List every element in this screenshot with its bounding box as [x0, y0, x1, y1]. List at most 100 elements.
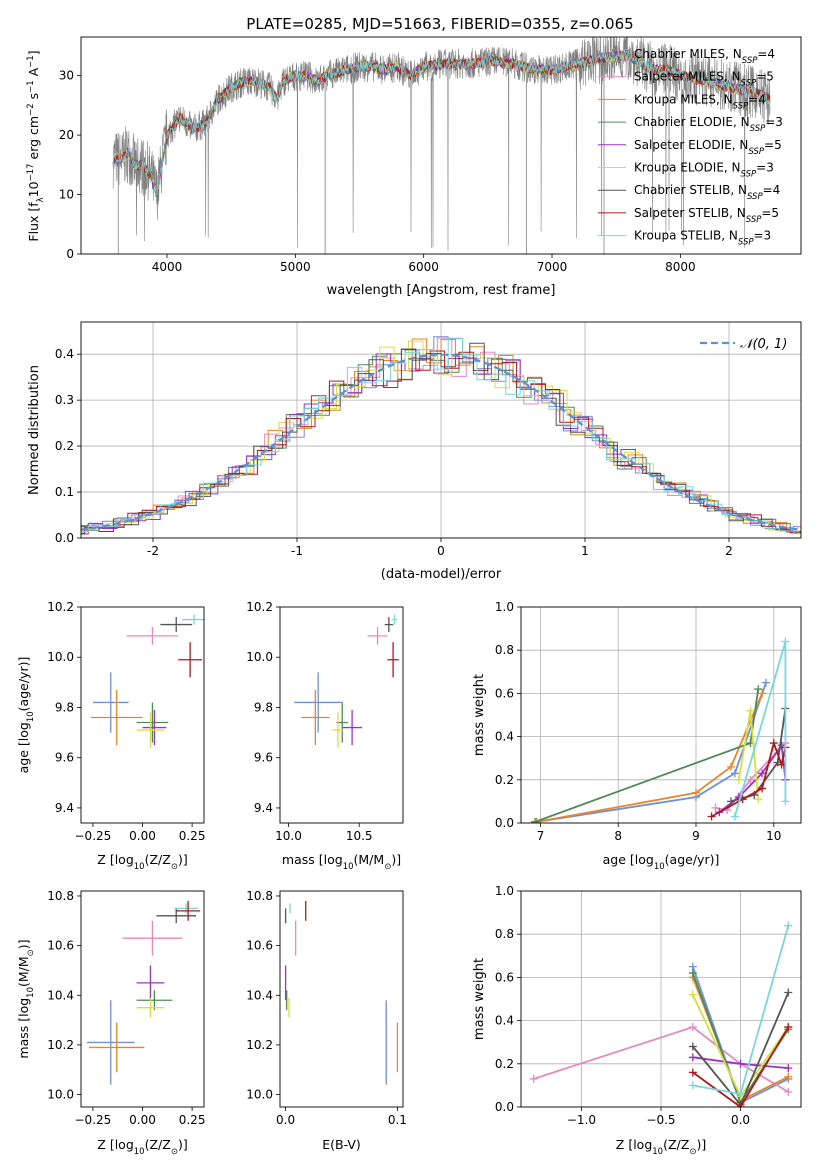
errorbar-point-kroupa-stelib: [174, 903, 199, 914]
legend-label-sub: SSP: [741, 79, 757, 89]
y-tick-label: 9.6: [55, 751, 74, 765]
x-tick-label: 0: [437, 544, 445, 558]
errorbar-point-chabrier-elodie: [136, 702, 169, 743]
errorbar-point-chabrier-miles: [86, 1000, 135, 1085]
y-axis-label: Normed distribution: [27, 365, 42, 495]
legend-label-tail: =4: [763, 183, 781, 197]
legend-label: Salpeter ELODIE, NSSP=5: [634, 138, 782, 157]
legend-label-sub: SSP: [738, 238, 754, 248]
y-tick-label: 0.0: [495, 1100, 514, 1114]
x-axis-label-part: 10: [134, 862, 145, 872]
series-marker: [777, 760, 786, 769]
series-marker: [746, 706, 755, 715]
axes-frame: [80, 606, 205, 824]
y-tick-label: 0.2: [495, 1057, 514, 1071]
plot-area-mass_weight_vs_Z: [521, 891, 801, 1107]
series-marker: [688, 1023, 697, 1032]
x-axis-label: Z [log10(Z/Z⊙)]: [97, 852, 187, 872]
legend-label-sub: SSP: [742, 56, 758, 66]
axes-frame: [520, 606, 802, 824]
series-marker: [758, 689, 767, 698]
x-axis-label-part: 10: [343, 862, 354, 872]
x-tick-label: 0.25: [179, 1113, 206, 1127]
errorbar-point-salpeter-elodie: [142, 709, 167, 746]
plot-area-age_vs_mass: [294, 614, 399, 748]
y-axis-label-part: age [log: [16, 722, 31, 773]
x-tick-label: −0.25: [75, 829, 112, 843]
errorbar-point-chabrier-elodie: [136, 990, 173, 1011]
x-axis-label: Z [log10(Z/Z⊙)]: [97, 1137, 187, 1157]
x-tick-label: -2: [147, 544, 159, 558]
errorbar-point-kroupa-stelib: [391, 614, 398, 625]
series-marker: [784, 988, 793, 997]
y-tick-label: 10.8: [246, 889, 273, 903]
y-axis-label: Flux [fλ10−17 erg cm−2 s−1 A−1]: [26, 50, 46, 241]
legend-label-tail: =5: [756, 70, 774, 84]
series-marker: [762, 678, 770, 687]
plot-area-mass_vs_Z: [86, 900, 201, 1085]
series-marker: [688, 990, 697, 999]
axes-age_vs_Z: −0.25 0.00 0.259.49.69.810.010.2Z [log10(Z…: [16, 600, 205, 872]
y-tick-label: 0.2: [495, 773, 514, 787]
errorbar-point-salpeter-miles: [126, 627, 179, 645]
series-marker: [730, 769, 739, 778]
x-axis-label-part: mass [log: [282, 852, 343, 867]
y-axis-label-part: Flux [f: [26, 202, 41, 242]
series-marker: [781, 797, 790, 806]
x-axis-label-part: Z [log: [97, 1137, 133, 1152]
x-tick-label: 7: [537, 829, 545, 843]
series-marker: [784, 921, 793, 930]
y-tick-label: 0.4: [495, 730, 514, 744]
x-axis-label-part: ⊙: [689, 1147, 696, 1157]
y-tick-label: 10.0: [47, 1088, 74, 1102]
x-axis-label-part: Z [log: [616, 1137, 652, 1152]
series-marker: [531, 817, 539, 823]
errorbar-point-salpeter-miles: [367, 627, 388, 645]
y-tick-label: 9.4: [254, 801, 273, 815]
errorbar-point-kroupa-miles: [88, 1022, 145, 1073]
y-axis-label-part: −17: [26, 163, 36, 181]
x-tick-label: 1: [581, 544, 589, 558]
x-axis-label-part: (age/yr)]: [665, 852, 720, 867]
y-tick-label: 10.0: [246, 650, 273, 664]
plot-area-residuals: [81, 322, 801, 538]
histogram-chabrier-elodie: [81, 348, 801, 534]
errorbar-point-kroupa-miles: [90, 689, 143, 746]
legend-label-base: Kroupa MILES, N: [634, 92, 733, 106]
errorbar-point-kroupa-stelib: [182, 614, 204, 625]
series-marker: [758, 769, 767, 778]
axes-age_vs_mass: 10.0 10.5 9.4 9.6 9.8 10.0 10.2 mass [log10(M/M…: [246, 600, 404, 872]
x-axis-label-part: ⊙: [384, 862, 391, 872]
y-axis-label-part: ⊙: [26, 949, 36, 956]
x-axis-label-part: ⊙: [171, 862, 178, 872]
legend-label: Salpeter MILES, NSSP=5: [634, 70, 774, 89]
y-tick-label: 0.8: [495, 927, 514, 941]
y-tick-label: 10.4: [47, 988, 74, 1002]
series-marker: [769, 739, 778, 748]
legend-label-base: Chabrier MILES, N: [634, 47, 742, 61]
x-tick-label: −1.0: [567, 1113, 596, 1127]
y-tick-label: 0.3: [55, 393, 74, 407]
y-axis-label-part: (M/M: [16, 956, 31, 987]
y-axis-label: mass weight: [472, 958, 487, 1040]
histogram-chabrier-miles: [81, 336, 801, 529]
errorbar-point-salpeter-elodie: [136, 965, 165, 1001]
x-axis-label-part: (Z/Z: [663, 1137, 689, 1152]
x-tick-label: 5000: [280, 260, 311, 274]
legend-label-base: Kroupa STELIB, N: [634, 229, 738, 243]
y-axis-label-part: λ: [36, 197, 46, 202]
legend-label: 𝒩(0, 1): [740, 337, 787, 352]
y-axis-label-part: ]: [26, 50, 41, 55]
y-tick-label: 10.2: [246, 600, 273, 614]
y-tick-label: 10.8: [47, 889, 74, 903]
y-tick-label: 9.8: [55, 700, 74, 714]
y-tick-label: 0.4: [55, 347, 74, 361]
y-tick-label: 10.6: [246, 939, 273, 953]
figure-title: PLATE=0285, MJD=51663, FIBERID=0355, z=0…: [246, 15, 633, 33]
legend-label: Chabrier MILES, NSSP=4: [634, 47, 775, 66]
y-axis-label-part: −1: [26, 55, 36, 68]
y-axis-label: age [log10(age/yr)]: [16, 657, 36, 774]
